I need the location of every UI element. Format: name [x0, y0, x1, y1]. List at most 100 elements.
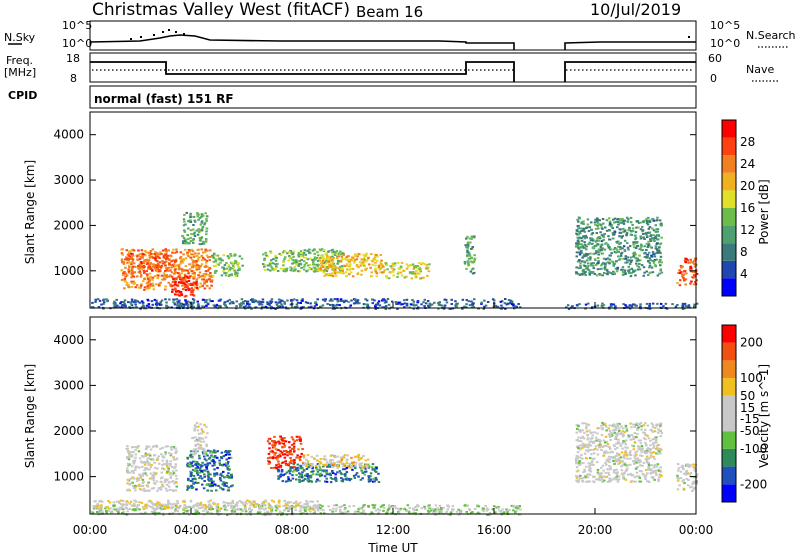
- heatmap-cell: [291, 262, 294, 265]
- heatmap-cell: [617, 250, 620, 253]
- heatmap-cell: [343, 257, 347, 260]
- y-tick-label: 1000: [53, 264, 84, 278]
- heatmap-cell: [617, 255, 620, 258]
- heatmap-cell: [192, 232, 196, 235]
- heatmap-cell: [152, 479, 156, 482]
- heatmap-cell: [175, 298, 179, 301]
- heatmap-cell: [636, 428, 639, 431]
- heatmap-cell: [373, 256, 377, 259]
- heatmap-cell: [336, 299, 339, 302]
- heatmap-cell: [583, 422, 586, 425]
- heatmap-cell: [364, 467, 367, 470]
- heatmap-cell: [600, 240, 604, 243]
- heatmap-cell: [154, 259, 157, 262]
- heatmap-cell: [332, 262, 336, 265]
- heatmap-cell: [397, 507, 400, 510]
- heatmap-cell: [140, 249, 144, 252]
- heatmap-cell: [409, 303, 413, 306]
- heatmap-cell: [339, 269, 342, 272]
- heatmap-cell: [644, 458, 648, 461]
- heatmap-cell: [354, 253, 357, 256]
- heatmap-cell: [608, 224, 611, 227]
- heatmap-cell: [141, 485, 145, 487]
- frequency-panel: Freq. [MHz] 18 8 60 0 Nave: [4, 52, 778, 85]
- heatmap-cell: [588, 226, 591, 229]
- heatmap-cell: [506, 511, 509, 513]
- heatmap-cell: [603, 479, 606, 482]
- heatmap-cell: [591, 460, 594, 463]
- heatmap-cell: [226, 514, 229, 516]
- heatmap-cell: [201, 284, 204, 287]
- heatmap-cell: [656, 238, 659, 241]
- heatmap-cell: [340, 462, 344, 465]
- heatmap-cell: [681, 305, 684, 308]
- heatmap-cell: [174, 258, 178, 261]
- heatmap-cell: [113, 300, 116, 303]
- heatmap-cell: [302, 456, 306, 459]
- heatmap-cell: [602, 304, 606, 307]
- heatmap-cell: [383, 301, 387, 304]
- heatmap-cell: [319, 458, 323, 461]
- heatmap-cell: [141, 506, 145, 508]
- heatmap-cell: [627, 269, 630, 272]
- heatmap-cell: [315, 505, 319, 508]
- heatmap-cell: [621, 247, 624, 250]
- heatmap-cell: [215, 489, 218, 492]
- heatmap-cell: [386, 509, 390, 511]
- heatmap-cell: [609, 439, 612, 441]
- heatmap-cell: [337, 266, 341, 269]
- heatmap-cell: [329, 476, 333, 479]
- heatmap-cell: [466, 261, 470, 264]
- heatmap-cell: [212, 480, 215, 483]
- heatmap-cell: [126, 510, 129, 513]
- heatmap-cell: [624, 255, 627, 258]
- heatmap-cell: [205, 300, 208, 303]
- heatmap-cell: [269, 269, 272, 272]
- heatmap-cell: [653, 464, 657, 467]
- heatmap-cell: [291, 474, 294, 477]
- heatmap-cell: [356, 302, 359, 305]
- heatmap-cell: [179, 277, 182, 280]
- heatmap-cell: [133, 265, 136, 268]
- heatmap-cell: [296, 469, 300, 472]
- heatmap-cell: [202, 240, 205, 243]
- heatmap-cell: [589, 437, 593, 440]
- heatmap-cell: [411, 271, 414, 274]
- heatmap-cell: [577, 233, 580, 236]
- heatmap-cell: [196, 259, 200, 262]
- heatmap-cell: [336, 262, 339, 265]
- heatmap-cell: [325, 469, 328, 472]
- heatmap-cell: [292, 269, 295, 272]
- heatmap-cell: [267, 463, 270, 465]
- heatmap-cell: [646, 223, 650, 226]
- heatmap-cell: [293, 266, 297, 268]
- heatmap-cell: [306, 461, 309, 464]
- heatmap-cell: [319, 468, 322, 471]
- heatmap-cell: [606, 468, 610, 471]
- heatmap-cell: [692, 463, 695, 466]
- heatmap-cell: [279, 475, 282, 478]
- heatmap-cell: [622, 475, 625, 478]
- heatmap-cell: [123, 302, 126, 305]
- heatmap-cell: [146, 298, 149, 301]
- heatmap-cell: [283, 250, 287, 253]
- heatmap-cell: [603, 248, 607, 251]
- heatmap-cell: [271, 446, 275, 449]
- heatmap-cell: [324, 253, 327, 256]
- heatmap-cell: [205, 459, 208, 462]
- heatmap-cell: [602, 439, 606, 442]
- heatmap-cell: [236, 269, 240, 272]
- heatmap-cell: [310, 455, 313, 458]
- heatmap-cell: [282, 264, 285, 267]
- heatmap-cell: [181, 284, 184, 287]
- heatmap-cell: [374, 270, 378, 273]
- heatmap-cell: [128, 261, 132, 264]
- heatmap-cell: [155, 264, 158, 267]
- heatmap-cell: [155, 480, 159, 483]
- heatmap-cell: [586, 253, 589, 256]
- heatmap-cell: [203, 258, 207, 261]
- heatmap-cell: [173, 510, 177, 513]
- heatmap-cell: [379, 254, 382, 256]
- heatmap-cell: [689, 472, 693, 474]
